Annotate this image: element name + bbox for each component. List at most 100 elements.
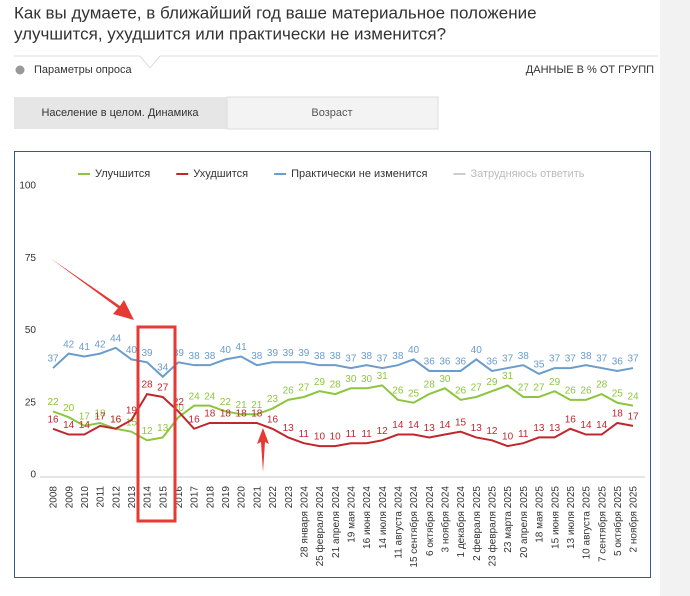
y-tick-label: 50 — [25, 325, 37, 336]
data-label: 36 — [439, 357, 451, 368]
legend-label: Затрудняюсь ответить — [470, 168, 584, 180]
data-label: 40 — [408, 345, 420, 356]
data-label: 13 — [283, 423, 295, 434]
data-label: 38 — [204, 351, 216, 362]
data-label: 38 — [251, 351, 263, 362]
arrow — [257, 428, 269, 472]
data-label: 28 — [330, 380, 342, 391]
x-tick-label: 13 июля 2025 — [566, 486, 577, 549]
data-label: 21 — [251, 400, 263, 411]
data-label: 10 — [330, 432, 342, 443]
x-tick-label: 21 апреля 2024 — [331, 486, 342, 558]
x-tick-label: 23 февраля 2025 — [487, 486, 499, 567]
data-label: 34 — [157, 362, 169, 373]
data-label: 37 — [345, 354, 357, 365]
x-tick-label: 2021 — [252, 486, 263, 509]
data-label: 36 — [486, 357, 498, 368]
data-label: 42 — [94, 339, 106, 350]
x-tick-label: 23 марта 2025 — [503, 486, 514, 553]
x-tick-label: 2011 — [96, 486, 107, 508]
data-label: 25 — [612, 388, 624, 399]
x-tick-label: 2008 — [49, 486, 60, 509]
data-label: 36 — [455, 357, 467, 368]
x-tick-label: 15 июня 2025 — [550, 486, 561, 549]
data-label: 37 — [627, 354, 639, 365]
data-label: 20 — [173, 403, 185, 414]
info-icon[interactable] — [15, 65, 25, 75]
x-tick-label: 14 июля 2024 — [378, 486, 389, 549]
side-panel — [660, 0, 690, 596]
data-label: 27 — [157, 383, 169, 394]
tab-label[interactable]: Население в целом. Динамика — [41, 107, 199, 119]
data-label: 20 — [63, 403, 75, 414]
data-label: 15 — [455, 417, 467, 428]
series-line — [52, 392, 634, 448]
units-note: ДАННЫЕ В % ОТ ГРУПП — [526, 64, 654, 76]
series-line — [52, 384, 634, 442]
data-label: 39 — [173, 348, 185, 359]
data-label: 40 — [126, 345, 138, 356]
title: Как вы думаете, в ближайший год ваше мат… — [14, 3, 537, 22]
x-tick-label: 2012 — [111, 486, 122, 509]
data-label: 30 — [439, 374, 451, 385]
tab-active[interactable] — [14, 97, 227, 129]
x-tick-label: 25 февраля 2024 — [314, 486, 326, 567]
data-label: 17 — [627, 412, 639, 423]
data-label: 14 — [596, 420, 608, 431]
data-label: 18 — [236, 409, 248, 420]
divider — [14, 55, 658, 69]
x-tick-label: 2022 — [268, 486, 279, 509]
data-label: 28 — [141, 380, 153, 391]
data-label: 26 — [455, 386, 467, 397]
data-label: 17 — [79, 412, 91, 423]
data-label: 35 — [533, 359, 545, 370]
data-label: 28 — [424, 380, 436, 391]
data-label: 15 — [126, 417, 138, 428]
data-label: 38 — [189, 351, 201, 362]
data-label: 31 — [377, 371, 389, 382]
data-label: 37 — [549, 354, 561, 365]
data-label: 14 — [392, 420, 404, 431]
x-tick-label: 2 февраля 2025 — [471, 486, 483, 561]
data-label: 37 — [47, 354, 59, 365]
data-label: 37 — [377, 354, 389, 365]
data-label: 13 — [471, 423, 483, 434]
data-label: 19 — [126, 406, 138, 417]
tab-label[interactable]: Возраст — [311, 107, 352, 119]
data-label: 26 — [580, 386, 592, 397]
data-label: 16 — [110, 414, 122, 425]
x-tick-label: 2009 — [64, 486, 75, 509]
data-label: 18 — [94, 409, 106, 420]
data-label: 12 — [377, 426, 389, 437]
data-label: 23 — [267, 394, 279, 405]
data-label: 38 — [580, 351, 592, 362]
data-label: 12 — [486, 426, 498, 437]
data-label: 29 — [549, 377, 561, 388]
data-label: 24 — [204, 391, 216, 402]
tab[interactable] — [226, 96, 439, 130]
data-label: 38 — [314, 351, 326, 362]
y-tick-label: 75 — [25, 253, 37, 264]
x-tick-label: 28 января 2024 — [299, 486, 310, 558]
data-label: 38 — [518, 351, 530, 362]
data-label: 29 — [314, 377, 326, 388]
data-label: 27 — [471, 383, 483, 394]
x-tick-label: 3 ноября 2024 — [440, 486, 452, 553]
y-tick-label: 100 — [19, 181, 36, 192]
data-label: 18 — [251, 409, 263, 420]
x-tick-label: 2017 — [190, 486, 201, 509]
data-label: 22 — [220, 397, 232, 408]
data-label: 37 — [596, 354, 608, 365]
data-label: 11 — [346, 429, 357, 440]
data-label: 13 — [533, 423, 545, 434]
data-label: 16 — [110, 414, 122, 425]
data-label: 10 — [502, 432, 514, 443]
x-tick-label: 20 апреля 2025 — [519, 486, 530, 558]
series-line — [52, 346, 634, 379]
x-tick-label: 15 сентября 2024 — [408, 486, 420, 568]
data-label: 40 — [471, 345, 483, 356]
params-link[interactable]: Параметры опроса — [34, 64, 133, 76]
data-label: 41 — [79, 342, 91, 353]
